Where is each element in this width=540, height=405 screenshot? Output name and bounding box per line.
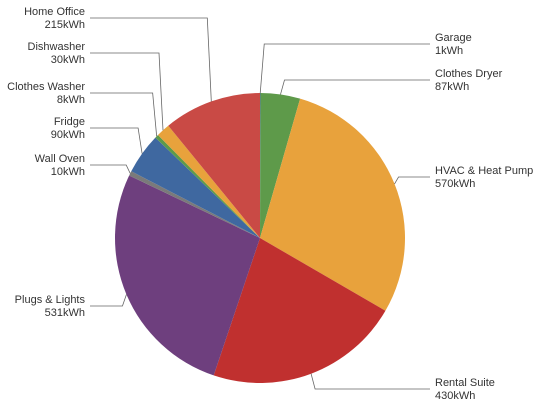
value-label: 215kWh (45, 19, 85, 31)
pie-slice (213, 238, 386, 383)
leader-line (280, 79, 430, 95)
pie-slice (168, 93, 260, 238)
value-label: 430kWh (435, 390, 475, 402)
leader-line (90, 294, 127, 307)
value-label: 531kWh (45, 307, 85, 319)
leader-line (90, 52, 164, 131)
leader-line (259, 43, 430, 94)
pie-slice (157, 125, 260, 238)
slice-label: Clothes Dryer (435, 68, 503, 80)
value-label: 570kWh (435, 178, 475, 190)
leader-line (90, 127, 143, 154)
slice-label: Fridge (54, 116, 85, 128)
pie-slice (131, 137, 260, 238)
pie-slice (155, 134, 260, 238)
slice-label: Rental Suite (435, 377, 495, 389)
slice-label: HVAC & Heat Pump (435, 165, 533, 177)
value-label: 8kWh (57, 94, 85, 106)
pie-slice (260, 93, 301, 238)
value-label: 30kWh (51, 54, 85, 66)
value-label: 90kWh (51, 129, 85, 141)
leader-line (90, 17, 212, 102)
slice-label: Garage (435, 32, 472, 44)
slice-label: Home Office (24, 6, 85, 18)
slice-label: Clothes Washer (7, 81, 85, 93)
value-label: 10kWh (51, 166, 85, 178)
value-label: 87kWh (435, 81, 469, 93)
value-label: 1kWh (435, 45, 463, 57)
pie-slice (260, 98, 405, 311)
leader-line (90, 164, 131, 174)
slice-label: Plugs & Lights (15, 294, 86, 306)
leader-line (310, 373, 430, 390)
leader-line (90, 92, 158, 137)
slice-label: Dishwasher (28, 41, 86, 53)
leader-line (394, 176, 430, 185)
slice-label: Wall Oven (35, 153, 85, 165)
pie-slice (129, 171, 260, 238)
pie-slice (114, 175, 260, 376)
